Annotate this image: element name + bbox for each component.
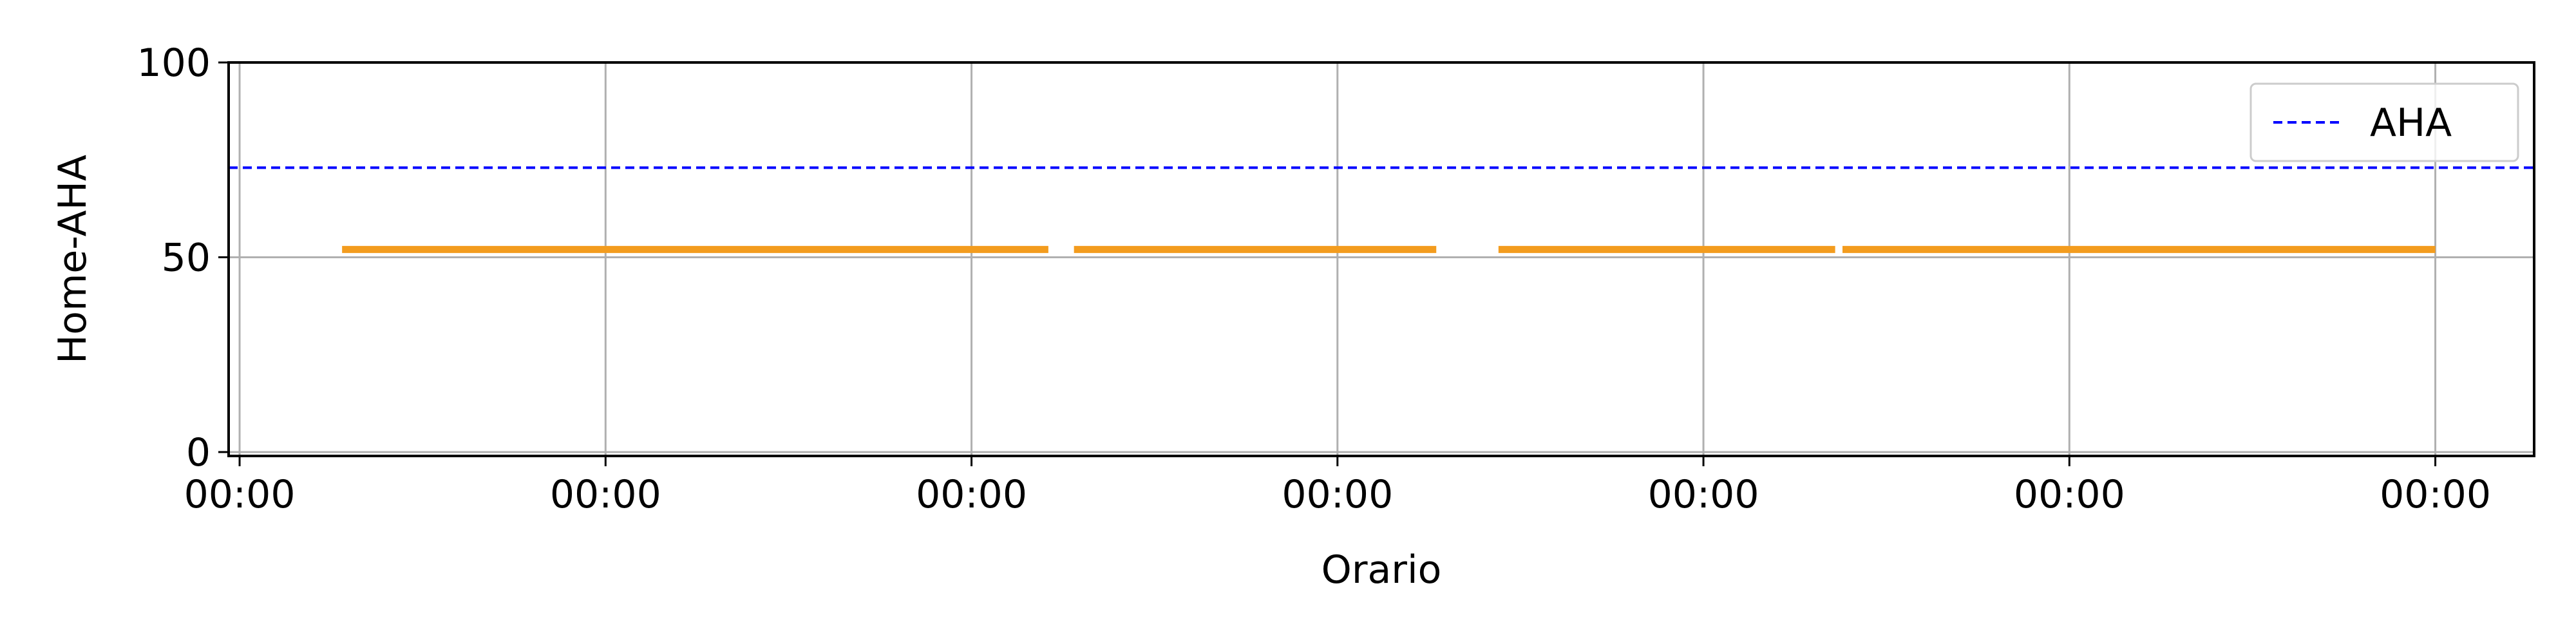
plot-frame xyxy=(227,61,2535,457)
x-tick-label: 00:00 xyxy=(2014,472,2125,517)
x-tick-label: 00:00 xyxy=(550,472,661,517)
x-axis-title: Orario xyxy=(1321,547,1442,592)
x-tick-label: 00:00 xyxy=(1648,472,1759,517)
x-tick-label: 00:00 xyxy=(2380,472,2491,517)
legend: AHA xyxy=(2249,82,2519,162)
y-axis-title: Home-AHA xyxy=(50,155,95,364)
y-tick-label: 0 xyxy=(186,430,211,475)
legend-label-aha: AHA xyxy=(2370,100,2452,146)
legend-box xyxy=(2249,82,2519,162)
x-tick-label: 00:00 xyxy=(184,472,296,517)
y-tick-label: 100 xyxy=(137,41,211,86)
y-tick-label: 50 xyxy=(162,235,211,280)
grid-lines xyxy=(229,61,2534,456)
axis-ticks: 00:00 00:00 00:00 00:00 00:00 00:00 00:0005010… xyxy=(137,41,2491,517)
x-tick-label: 00:00 xyxy=(1282,472,1393,517)
x-tick-label: 00:00 xyxy=(916,472,1027,517)
